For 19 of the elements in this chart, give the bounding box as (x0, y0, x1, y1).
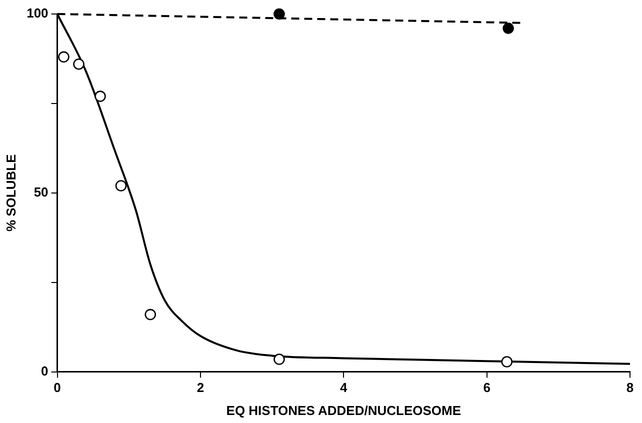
x-tick-label: 6 (483, 380, 490, 396)
x-tick-label: 8 (626, 380, 634, 396)
point (502, 22, 514, 34)
x-axis-title: EQ HISTONES ADDED/NUCLEOSOME (226, 402, 462, 418)
y-axis-title: % SOLUBLE (3, 154, 18, 232)
point (58, 51, 70, 63)
point (115, 180, 127, 192)
point (274, 354, 285, 365)
point (73, 58, 84, 70)
x-tick-label: 2 (196, 380, 204, 396)
point (501, 356, 513, 368)
y-tick-label: 100 (26, 6, 48, 21)
x-tick-label: 0 (54, 380, 61, 396)
y-tick-label: 50 (34, 184, 48, 200)
x-tick-label: 4 (340, 380, 348, 396)
point (144, 308, 156, 320)
point (274, 8, 285, 20)
y-tick-label: 0 (41, 363, 48, 378)
point (94, 90, 106, 102)
